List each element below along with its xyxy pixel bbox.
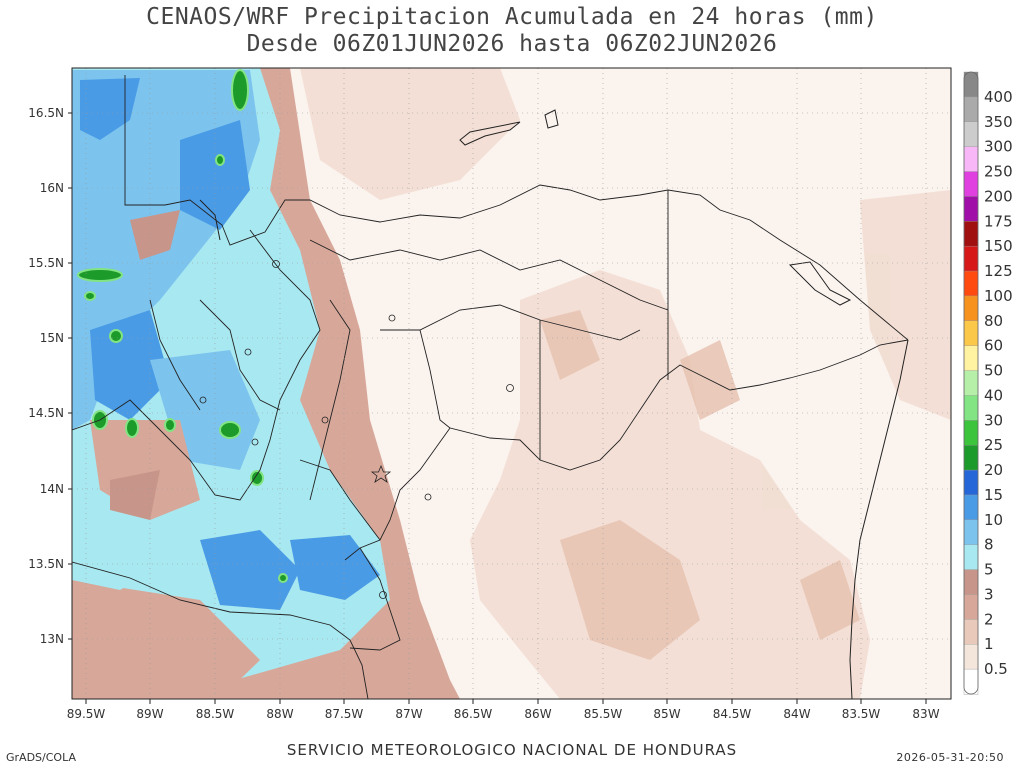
colorbar-level-label: 8 [984, 536, 994, 554]
lat-label: 16N [40, 181, 64, 195]
colorbar-swatch [963, 71, 979, 98]
colorbar-level-label: 300 [984, 138, 1013, 156]
lat-label: 15N [40, 331, 64, 345]
lon-label: 89.5W [67, 707, 106, 721]
colorbar-level-label: 30 [984, 411, 1003, 429]
coastlines [199, 109, 909, 699]
colorbar-level-label: 400 [984, 88, 1013, 106]
political-borders [72, 75, 909, 699]
lat-label: 14.5N [28, 406, 64, 420]
colorbar-swatch [963, 245, 979, 272]
colorbar-level-label: 3 [984, 585, 994, 603]
lat-label: 15.5N [28, 256, 64, 270]
lat-label: 13N [40, 632, 64, 646]
chart-title: CENAOS/WRF Precipitacion Acumulada en 24… [146, 4, 878, 30]
colorbar-level-label: 125 [984, 262, 1013, 280]
lon-label: 88W [266, 707, 293, 721]
lat-label: 13.5N [28, 557, 64, 571]
colorbar-level-label: 10 [984, 511, 1003, 529]
colorbar-swatch [963, 345, 979, 372]
colorbar-level-label: 0.5 [984, 660, 1008, 678]
lon-label: 85.5W [584, 707, 623, 721]
colorbar-level-label: 15 [984, 486, 1003, 504]
colorbar-level-label: 350 [984, 113, 1013, 131]
colorbar-frame [963, 71, 979, 695]
location-markers [199, 260, 514, 599]
colorbar-level-label: 200 [984, 187, 1013, 205]
colorbar-swatch [963, 469, 979, 496]
colorbar-level-label: 2 [984, 610, 994, 628]
lon-label: 85W [653, 707, 680, 721]
longitude-axis: 89.5W 89W 88.5W 88W 87.5W 87W 86.5W 86W … [67, 699, 940, 721]
gridlines [72, 68, 951, 699]
lon-label: 84.5W [713, 707, 752, 721]
colorbar-swatch [963, 494, 979, 521]
lon-label: 88.5W [196, 707, 235, 721]
colorbar-swatch [963, 320, 979, 347]
map-plot-area [72, 68, 951, 699]
lon-label: 86.5W [454, 707, 493, 721]
colorbar-level-label: 25 [984, 436, 1003, 454]
footer-software-credit: GrADS/COLA [6, 751, 76, 764]
colorbar-level-label: 40 [984, 386, 1003, 404]
colorbar-swatch [963, 619, 979, 645]
precip-heavy-cells [77, 69, 288, 583]
colorbar-swatch [963, 668, 979, 695]
chart-subtitle: Desde 06Z01JUN2026 hasta 06Z02JUN2026 [246, 31, 778, 57]
colorbar-level-label: 20 [984, 461, 1003, 479]
colorbar-level-label: 250 [984, 163, 1013, 181]
colorbar-swatch [963, 569, 979, 596]
precip-light-areas [300, 68, 951, 699]
colorbar-swatch [963, 445, 979, 471]
colorbar-legend: 4003503002502001751501251008060504030252… [963, 71, 1013, 695]
lon-label: 89W [136, 707, 163, 721]
colorbar-level-label: 5 [984, 561, 994, 579]
precip-west-region [72, 68, 460, 699]
colorbar-swatch [963, 96, 979, 123]
colorbar-level-label: 50 [984, 362, 1003, 380]
plot-frame [71, 67, 952, 700]
colorbar-level-label: 100 [984, 287, 1013, 305]
colorbar-swatch [963, 544, 979, 571]
colorbar-swatch [963, 594, 979, 621]
colorbar-level-label: 60 [984, 337, 1003, 355]
colorbar-swatch [963, 644, 979, 670]
colorbar-swatch [963, 420, 979, 446]
colorbar-swatch [963, 196, 979, 222]
colorbar-swatch [963, 395, 979, 422]
colorbar-swatch [963, 370, 979, 397]
colorbar-swatch [963, 295, 979, 322]
lon-label: 87.5W [325, 707, 364, 721]
lon-label: 83W [912, 707, 939, 721]
colorbar-level-label: 1 [984, 635, 994, 653]
colorbar-swatch [963, 519, 979, 546]
colorbar-swatch [963, 146, 979, 173]
capital-star-icon [370, 464, 392, 483]
colorbar-level-label: 80 [984, 312, 1003, 330]
lat-label: 14N [40, 482, 64, 496]
colorbar-level-label: 175 [984, 212, 1013, 230]
colorbar-swatch [963, 221, 979, 247]
lon-label: 83.5W [842, 707, 881, 721]
footer-timestamp: 2026-05-31-20:50 [896, 751, 1004, 764]
precip-mid-areas [540, 310, 860, 660]
colorbar-swatch [963, 171, 979, 198]
lon-label: 87W [395, 707, 422, 721]
footer-agency: SERVICIO METEOROLOGICO NACIONAL DE HONDU… [286, 741, 738, 759]
lon-label: 84W [783, 707, 810, 721]
colorbar-swatch [963, 121, 979, 148]
colorbar-swatch [963, 270, 979, 297]
latitude-axis: 16.5N 16N 15.5N 15N 14.5N 14N 13.5N 13N [28, 106, 72, 646]
lon-label: 86W [524, 707, 551, 721]
lat-label: 16.5N [28, 106, 64, 120]
colorbar-level-label: 150 [984, 237, 1013, 255]
